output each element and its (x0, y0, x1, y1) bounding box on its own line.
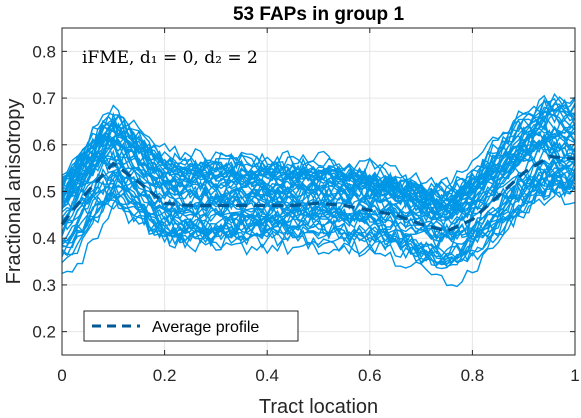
y-tick-label: 0.2 (32, 323, 56, 342)
x-tick-label: 0 (57, 366, 66, 385)
x-tick-label: 0.8 (461, 366, 485, 385)
x-tick-label: 1 (570, 366, 579, 385)
method-annotation: iFME, d₁ = 0, d₂ = 2 (82, 48, 258, 68)
x-axis-label: Tract location (259, 396, 378, 418)
y-tick-label: 0.7 (32, 89, 56, 108)
y-tick-label: 0.3 (32, 276, 56, 295)
grid-lines (62, 28, 575, 355)
y-axis-label: Fractional anisotropy (3, 99, 25, 285)
fa-profiles (62, 94, 575, 286)
y-tick-label: 0.6 (32, 136, 56, 155)
chart-title: 53 FAPs in group 1 (233, 4, 404, 25)
y-tick-label: 0.5 (32, 183, 56, 202)
legend: Average profile (84, 311, 298, 341)
legend-entry-average: Average profile (152, 319, 259, 336)
x-tick-label: 0.4 (255, 366, 279, 385)
y-tick-label: 0.4 (32, 229, 56, 248)
y-tick-label: 0.8 (32, 42, 56, 61)
x-tick-label: 0.6 (358, 366, 382, 385)
x-tick-label: 0.2 (153, 366, 177, 385)
